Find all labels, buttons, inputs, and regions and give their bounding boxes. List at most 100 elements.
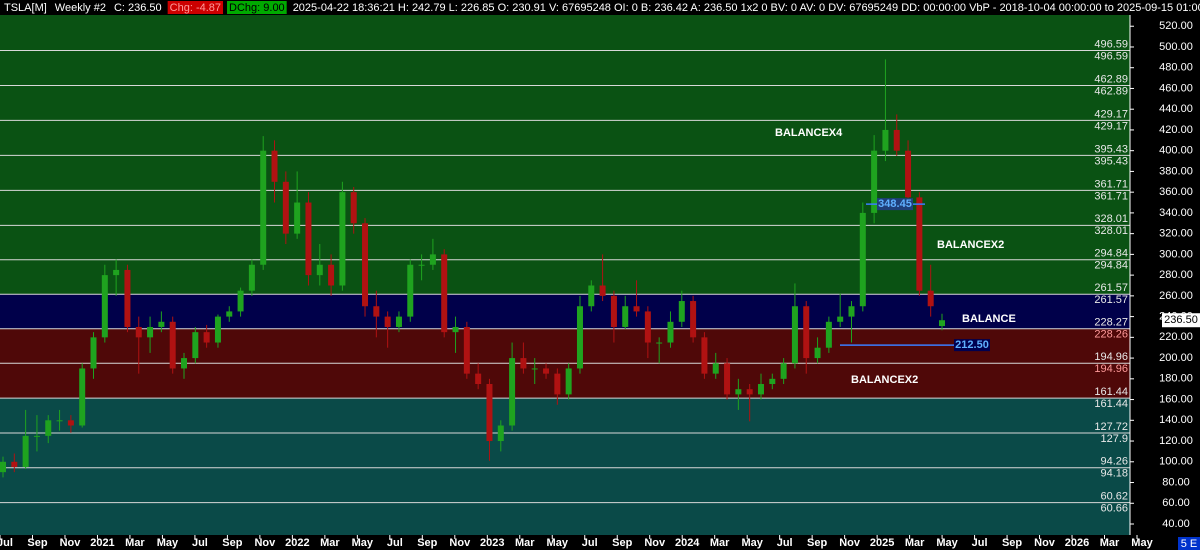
candle-body [543,368,550,374]
corner-box [1178,537,1200,550]
x-tick-label: Mar [710,537,730,549]
y-tick-label: 80.00 [1162,476,1190,488]
x-tick-label: May [157,537,179,549]
y-axis-bg [1130,0,1200,550]
x-tick-label: 2021 [90,537,114,549]
x-tick-label: 2026 [1065,537,1089,549]
candle-body [701,337,708,374]
level-label: 496.59 [1094,50,1128,62]
level-label: 161.44 [1094,386,1128,398]
candle-body [101,275,108,338]
y-tick-label: 120.00 [1159,435,1193,447]
level-label: 94.18 [1100,468,1128,480]
marked-level-box [954,339,990,352]
x-tick-label: Nov [449,537,471,549]
candle-body [905,150,912,198]
x-tick-label: Sep [27,537,47,549]
annotation: BALANCEX2 [851,374,918,386]
candle-body [633,306,640,312]
candle-body [769,378,776,385]
x-tick-label: May [741,537,763,549]
candle-body [316,264,323,276]
candle-body [158,321,165,327]
candle-body [803,306,810,359]
x-tick-label: Jul [972,537,988,549]
candle-body [780,363,787,379]
y-tick-label: 100.00 [1159,456,1193,468]
candle-body [248,264,255,291]
candle-body [837,316,844,322]
annotation: BALANCEX4 [775,127,843,139]
level-label: 294.84 [1094,260,1128,272]
level-label: 395.43 [1094,155,1128,167]
x-tick-label: 2024 [675,537,700,549]
candle-body [214,316,221,343]
level-label: 228.26 [1094,329,1128,341]
y-tick-label: 340.00 [1159,207,1193,219]
y-tick-label: 200.00 [1159,352,1193,364]
candle-body [565,368,572,395]
x-tick-label: Sep [1002,537,1022,549]
candle-body [226,311,233,317]
y-tick-label: 440.00 [1159,103,1193,115]
y-tick-label: 520.00 [1159,20,1193,32]
header-segment: C: 236.50 [114,2,162,14]
y-tick-label: 300.00 [1159,248,1193,260]
x-tick-label: Jul [582,537,598,549]
candle-body [927,290,934,307]
level-label: 228.27 [1094,317,1128,329]
candle-body [67,420,74,426]
candle-body [113,269,120,276]
x-tick-label: Sep [222,537,242,549]
x-tick-label: May [1131,537,1153,549]
zone [0,0,1130,295]
level-label: 261.57 [1094,282,1128,294]
candle-body [463,326,470,374]
candle-body [0,461,6,473]
candle-body [45,420,52,436]
header: TSLA[M] Weekly #2 C: 236.50 Chg: -4.87 DChg:… [2,1,1200,14]
header-segment: Chg: -4.87 [170,2,221,14]
y-tick-label: 180.00 [1159,373,1193,385]
candle-body [373,306,380,317]
header-segment-bg [290,1,1200,14]
last-price-box [1162,313,1200,328]
candle-body [192,332,199,359]
level-label: 328.01 [1094,225,1128,237]
x-tick-label: Jul [192,537,208,549]
candle-body [588,285,595,307]
x-tick-label: Nov [1034,537,1056,549]
candle-body [22,435,29,467]
candle-body [939,320,945,327]
x-tick-label: Jul [0,537,13,549]
header-segment-bg [2,1,49,14]
y-tick-label: 400.00 [1159,145,1193,157]
candle-body [486,384,493,442]
marked-level-label: 212.50 [955,339,989,351]
annotation: BALANCE [962,313,1016,325]
candle-body [260,150,267,265]
x-tick-label: Nov [839,537,861,549]
x-tick-label: May [936,537,958,549]
candle-body [497,425,504,442]
x-tick-label: 2022 [285,537,309,549]
level-label: 60.62 [1100,491,1128,503]
candle-body [791,306,798,364]
level-label: 462.89 [1094,85,1128,97]
level-label: 161.44 [1094,398,1128,410]
header-segment-bg [167,1,224,14]
candle-body [124,269,131,327]
y-tick-label: 160.00 [1159,393,1193,405]
x-tick-label: May [352,537,374,549]
candle-body [135,326,142,338]
header-segment: 2025-04-22 18:36:21 H: 242.79 L: 226.85 … [293,2,1200,14]
candle-body [871,150,878,213]
level-label: 395.43 [1094,143,1128,155]
candle-body [622,306,629,327]
candle-body [362,223,369,307]
candle-body [644,311,651,343]
x-axis-bg [0,535,1200,550]
candle-body [678,301,685,322]
